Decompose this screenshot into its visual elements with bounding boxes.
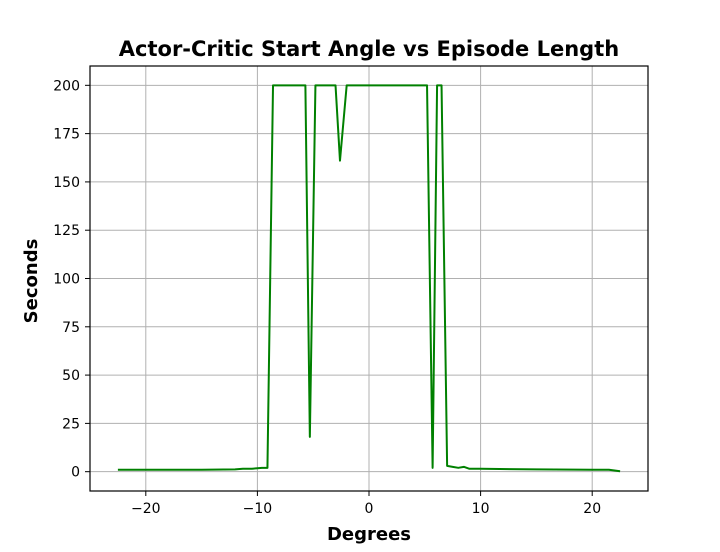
- y-axis-label: Seconds: [21, 239, 42, 324]
- y-tick-label: 175: [53, 127, 80, 143]
- y-tick-label: 200: [53, 78, 80, 94]
- grid-layer: [90, 66, 648, 491]
- x-tick-label: −20: [131, 501, 161, 517]
- y-tick-label: 100: [53, 272, 80, 288]
- x-tick-label: 0: [365, 501, 374, 517]
- y-tick-label: 125: [53, 223, 80, 239]
- x-tick-label: −10: [243, 501, 273, 517]
- y-tick-label: 0: [71, 465, 80, 481]
- series-line: [117, 84, 621, 473]
- x-tick-label: 10: [472, 501, 490, 517]
- x-axis-label: Degrees: [327, 524, 411, 545]
- y-tick-label: 50: [62, 368, 80, 384]
- y-tick-label: 25: [62, 416, 80, 432]
- y-tick-label: 150: [53, 175, 80, 191]
- series-layer: [117, 84, 621, 473]
- chart-title: Actor-Critic Start Angle vs Episode Leng…: [119, 37, 619, 61]
- y-tick-label: 75: [62, 320, 80, 336]
- x-tick-label: 20: [583, 501, 601, 517]
